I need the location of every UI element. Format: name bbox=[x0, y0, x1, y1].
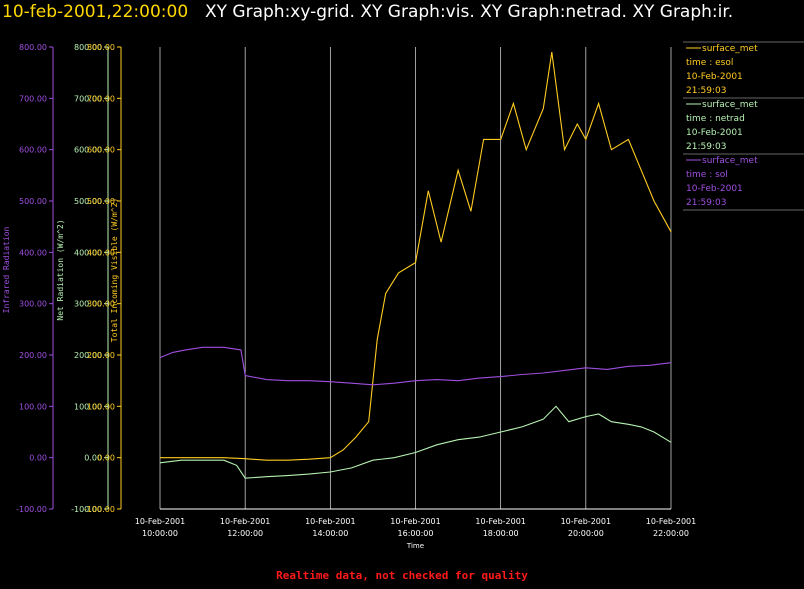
x-tick-label-date: 10-Feb-2001 bbox=[475, 517, 525, 526]
x-tick-label-date: 10-Feb-2001 bbox=[220, 517, 270, 526]
ir-y-tick-label: 400.00 bbox=[19, 248, 47, 257]
x-tick-label-date: 10-Feb-2001 bbox=[646, 517, 696, 526]
vis-legend-date: 10-Feb-2001 bbox=[686, 72, 743, 82]
ir-legend-variable: time : sol bbox=[686, 170, 728, 180]
vis-y-tick-label: 0.00 bbox=[97, 454, 115, 463]
netrad-series-line bbox=[159, 405, 672, 479]
x-tick-label-time: 20:00:00 bbox=[568, 529, 604, 538]
time-title: 10-feb-2001,22:00:00 bbox=[2, 2, 189, 22]
x-tick-label-date: 10-Feb-2001 bbox=[390, 517, 440, 526]
netrad-legend-date: 10-Feb-2001 bbox=[686, 128, 743, 138]
ir-y-tick-label: 0.00 bbox=[29, 454, 47, 463]
ir-y-tick-label: 700.00 bbox=[19, 94, 47, 103]
vis-y-tick-label: 800.00 bbox=[87, 43, 115, 52]
vis-legend-time: 21:59:03 bbox=[686, 86, 726, 96]
x-tick-label-date: 10-Feb-2001 bbox=[135, 517, 185, 526]
header: 10-feb-2001,22:00:00 XY Graph:xy-grid. X… bbox=[0, 0, 804, 34]
netrad-y-tick-label: 300.00 bbox=[74, 300, 102, 309]
graph-titles: XY Graph:xy-grid. XY Graph:vis. XY Graph… bbox=[205, 2, 734, 22]
x-tick-label-time: 14:00:00 bbox=[312, 529, 348, 538]
ir-y-tick-label: 100.00 bbox=[19, 402, 47, 411]
vis-y-tick-label: 700.00 bbox=[87, 94, 115, 103]
netrad-y-tick-label: 200.00 bbox=[74, 351, 102, 360]
ir-y-tick-label: 300.00 bbox=[19, 300, 47, 309]
ir-series-line bbox=[159, 346, 672, 386]
vis-y-tick-label: 400.00 bbox=[87, 248, 115, 257]
ir-y-tick-label: 800.00 bbox=[19, 43, 47, 52]
netrad-y-axis-label: Net Radiation (W/m^2) bbox=[56, 219, 65, 320]
netrad-legend-time: 21:59:03 bbox=[686, 142, 726, 152]
ir-y-tick-label: 200.00 bbox=[19, 351, 47, 360]
x-tick-label-time: 10:00:00 bbox=[142, 529, 178, 538]
netrad-y-tick-label: -100.00 bbox=[71, 505, 102, 514]
vis-y-tick-label: 200.00 bbox=[87, 351, 115, 360]
netrad-y-tick-label: 100.00 bbox=[74, 402, 102, 411]
ir-legend-date: 10-Feb-2001 bbox=[686, 184, 743, 194]
netrad-y-tick-label: 600.00 bbox=[74, 146, 102, 155]
ir-y-tick-label: 500.00 bbox=[19, 197, 47, 206]
netrad-legend-source: surface_met bbox=[702, 100, 758, 110]
ir-legend-source: surface_met bbox=[702, 156, 758, 166]
vis-y-axis-label: Total Incoming Visible (W/m^2) bbox=[110, 198, 119, 343]
netrad-legend-variable: time : netrad bbox=[686, 114, 745, 124]
quality-notice: Realtime data, not checked for quality bbox=[276, 569, 528, 582]
vis-y-tick-label: -100.00 bbox=[84, 505, 115, 514]
x-tick-label-time: 12:00:00 bbox=[227, 529, 263, 538]
x-tick-label-time: 18:00:00 bbox=[483, 529, 519, 538]
x-tick-label-date: 10-Feb-2001 bbox=[561, 517, 611, 526]
vis-legend-source: surface_met bbox=[702, 44, 758, 54]
netrad-y-tick-label: 800.00 bbox=[74, 43, 102, 52]
netrad-y-tick-label: 700.00 bbox=[74, 94, 102, 103]
vis-y-tick-label: 500.00 bbox=[87, 197, 115, 206]
x-tick-label-time: 22:00:00 bbox=[653, 529, 689, 538]
vis-legend-variable: time : esol bbox=[686, 58, 733, 68]
netrad-y-tick-label: 0.00 bbox=[84, 454, 102, 463]
x-tick-label-date: 10-Feb-2001 bbox=[305, 517, 355, 526]
vis-y-tick-label: 300.00 bbox=[87, 300, 115, 309]
vis-y-tick-label: 100.00 bbox=[87, 402, 115, 411]
ir-y-tick-label: 600.00 bbox=[19, 146, 47, 155]
vis-series-line bbox=[160, 52, 672, 461]
ir-legend-time: 21:59:03 bbox=[686, 198, 726, 208]
x-axis-label: Time bbox=[406, 542, 424, 550]
netrad-y-tick-label: 500.00 bbox=[74, 197, 102, 206]
ir-y-axis-label: Infrared Radiation bbox=[2, 226, 11, 313]
netrad-y-tick-label: 400.00 bbox=[74, 248, 102, 257]
x-tick-label-time: 16:00:00 bbox=[398, 529, 434, 538]
ir-y-tick-label: -100.00 bbox=[16, 505, 47, 514]
vis-y-tick-label: 600.00 bbox=[87, 146, 115, 155]
